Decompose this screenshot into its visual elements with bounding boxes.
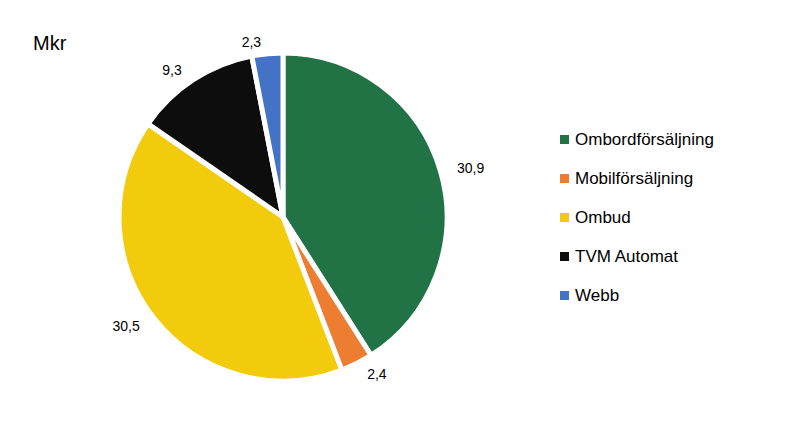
svg-text:30,9: 30,9 (457, 160, 484, 176)
svg-text:2,4: 2,4 (367, 366, 387, 382)
svg-text:TVM Automat: TVM Automat (575, 247, 678, 266)
svg-text:30,5: 30,5 (112, 318, 139, 334)
svg-text:Ombordförsäljning: Ombordförsäljning (575, 130, 714, 149)
svg-text:2,3: 2,3 (242, 34, 262, 50)
svg-text:Webb: Webb (575, 286, 619, 305)
svg-text:Mobilförsäljning: Mobilförsäljning (575, 169, 693, 188)
svg-text:9,3: 9,3 (162, 62, 182, 78)
svg-text:Mkr: Mkr (33, 32, 67, 54)
svg-text:Ombud: Ombud (575, 208, 631, 227)
